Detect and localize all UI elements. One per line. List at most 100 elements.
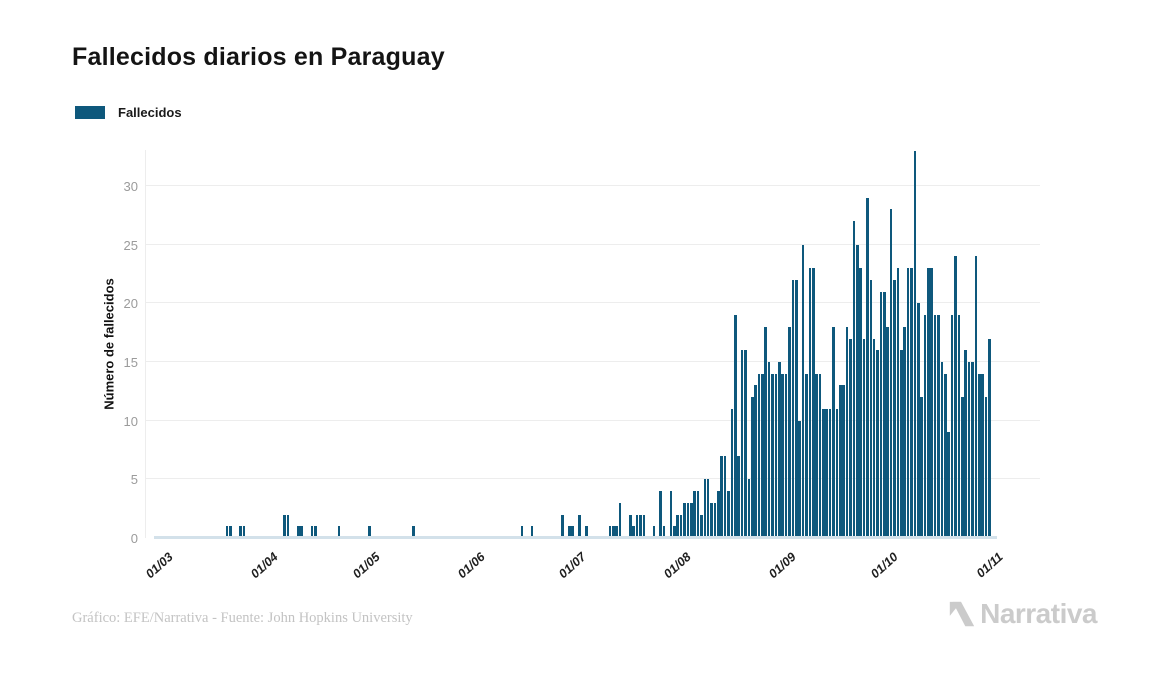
bar-day-54 <box>337 526 341 538</box>
bar-day-161 <box>700 514 703 538</box>
bar-day-184 <box>778 362 781 538</box>
bar-day-166 <box>717 491 720 538</box>
bar-day-156 <box>683 502 686 538</box>
bar-day-142 <box>635 514 639 538</box>
bar-day-207 <box>855 244 859 538</box>
bar-day-38 <box>283 514 287 538</box>
bar-day-243 <box>977 373 981 538</box>
bar-day-158 <box>689 502 693 538</box>
bar-day-181 <box>767 362 771 538</box>
gridline-5 <box>146 478 1040 480</box>
bar-day-199 <box>828 408 832 538</box>
bar-day-182 <box>771 373 774 538</box>
bar-day-192 <box>805 373 808 538</box>
bar-day-213 <box>876 350 879 538</box>
x-tick-label-01-09: 01/09 <box>766 549 800 582</box>
bar-day-223 <box>910 268 913 538</box>
bar-day-185 <box>781 373 785 538</box>
bar-day-147 <box>652 526 656 538</box>
bar-day-178 <box>757 373 761 538</box>
bar-day-120 <box>561 514 564 538</box>
gridline-25 <box>146 243 1040 245</box>
y-axis-title-wrap: Número de fallecidos <box>101 150 117 538</box>
bar-day-231 <box>937 315 940 538</box>
bar-day-188 <box>791 279 795 538</box>
legend-swatch-fallecidos <box>75 106 105 119</box>
bar-day-215 <box>883 291 886 538</box>
bar-day-123 <box>571 526 574 538</box>
bar-day-155 <box>679 514 683 538</box>
bar-day-206 <box>852 221 856 538</box>
chart-title: Fallecidos diarios en Paraguay <box>72 43 445 71</box>
x-tick-label-01-04: 01/04 <box>248 549 281 582</box>
bar-day-209 <box>862 338 866 538</box>
bar-day-224 <box>913 150 917 538</box>
bar-day-173 <box>740 350 744 538</box>
bar-day-195 <box>815 373 818 538</box>
y-tick-label-5: 5 <box>130 472 138 488</box>
x-tick-label-01-03: 01/03 <box>143 549 176 582</box>
y-tick-label-25: 25 <box>123 237 138 253</box>
y-tick-label-20: 20 <box>123 296 138 312</box>
bar-day-191 <box>801 244 805 538</box>
bar-day-46 <box>310 526 314 538</box>
bar-day-221 <box>903 326 906 538</box>
bar-day-200 <box>832 326 835 538</box>
bar-day-26 <box>242 526 246 538</box>
bar-day-203 <box>842 385 845 538</box>
bar-day-134 <box>608 526 612 538</box>
bar-day-205 <box>849 338 852 538</box>
bar-day-165 <box>713 502 717 538</box>
bar-day-233 <box>944 373 947 538</box>
bar-day-183 <box>774 373 778 538</box>
bar-day-187 <box>788 326 791 538</box>
x-tick-label-01-07: 01/07 <box>556 549 589 582</box>
bar-day-168 <box>723 455 727 538</box>
bar-day-196 <box>818 373 822 538</box>
bar-day-135 <box>612 526 615 538</box>
bar-day-202 <box>839 385 842 538</box>
bar-day-152 <box>669 491 673 538</box>
bar-day-164 <box>710 502 713 538</box>
bar-day-211 <box>869 279 873 538</box>
bar-day-238 <box>960 397 964 538</box>
bar-day-21 <box>225 526 229 538</box>
bar-day-235 <box>950 315 954 538</box>
bar-day-230 <box>933 315 937 538</box>
bar-day-218 <box>893 279 896 538</box>
bar-day-153 <box>673 526 676 538</box>
bar-day-108 <box>520 526 524 538</box>
bar-day-141 <box>632 526 635 538</box>
bar-day-42 <box>296 526 300 538</box>
bar-day-25 <box>239 526 242 538</box>
bar-day-177 <box>754 385 757 538</box>
zero-baseline-strip <box>154 536 997 539</box>
bar-day-175 <box>747 479 751 538</box>
legend: Fallecidos <box>75 105 182 120</box>
bar-day-239 <box>964 350 967 538</box>
bar-day-222 <box>906 268 910 538</box>
bar-day-144 <box>642 514 646 538</box>
bar-day-246 <box>988 338 991 538</box>
bar-day-127 <box>584 526 588 538</box>
bar-day-47 <box>313 526 317 538</box>
x-tick-label-01-11: 01/11 <box>973 549 1006 581</box>
bar-day-140 <box>628 514 632 538</box>
bar-day-228 <box>927 268 930 538</box>
bar-day-219 <box>896 268 900 538</box>
bar-day-232 <box>940 362 944 538</box>
bar-day-170 <box>730 408 734 538</box>
bar-day-167 <box>720 455 724 538</box>
bar-day-172 <box>737 455 740 538</box>
bar-day-241 <box>971 362 974 538</box>
bar-day-193 <box>808 268 812 538</box>
bar-day-225 <box>916 303 920 538</box>
bar-day-197 <box>822 408 825 538</box>
bar-day-220 <box>900 350 903 538</box>
bar-day-162 <box>703 479 707 538</box>
bar-day-179 <box>761 373 764 538</box>
bar-day-216 <box>886 326 890 538</box>
bar-day-43 <box>300 526 303 538</box>
bar-day-212 <box>872 338 876 538</box>
y-tick-label-0: 0 <box>130 531 138 546</box>
